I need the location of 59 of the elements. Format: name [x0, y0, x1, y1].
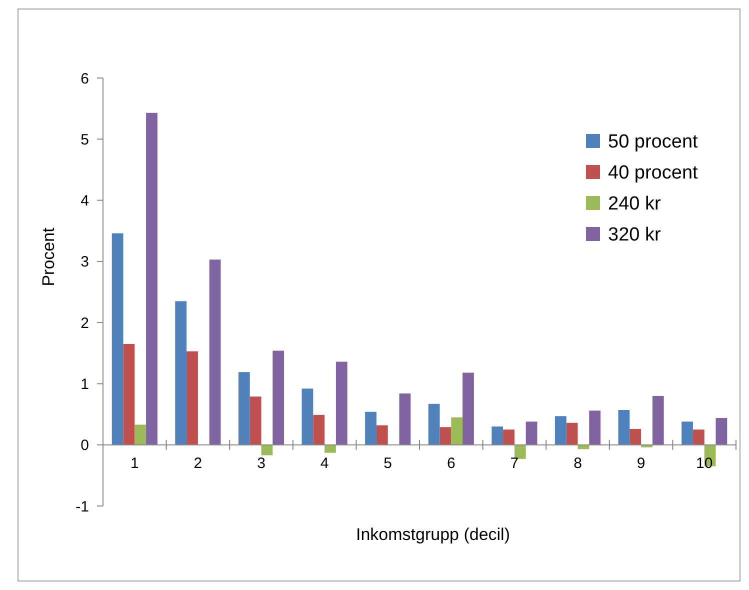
bar — [462, 372, 474, 445]
bar — [146, 112, 158, 445]
bar — [618, 410, 630, 445]
bar — [492, 426, 504, 445]
y-tick-label: 2 — [80, 314, 89, 332]
bar — [324, 444, 336, 453]
bar — [261, 444, 273, 456]
y-tick-label: 0 — [80, 437, 89, 454]
bar — [209, 260, 221, 445]
bar — [250, 396, 262, 445]
x-tick-label: 9 — [636, 455, 646, 472]
bar — [272, 350, 284, 445]
bar — [692, 430, 704, 445]
x-tick-label: 4 — [320, 455, 329, 472]
bar — [554, 416, 566, 445]
bar — [302, 388, 314, 445]
y-tick-label: 4 — [80, 192, 89, 210]
legend-label: 240 kr — [608, 194, 662, 215]
bar — [123, 344, 135, 445]
bar — [186, 351, 198, 445]
y-tick-label: 1 — [80, 376, 89, 393]
y-tick-label: 3 — [80, 254, 89, 271]
y-tick-label: 5 — [80, 131, 89, 148]
y-tick-label: -1 — [76, 498, 89, 516]
x-tick-label: 1 — [130, 455, 139, 472]
bar — [566, 422, 578, 445]
legend-label: 50 procent — [608, 132, 699, 153]
x-tick-label: 10 — [696, 455, 713, 472]
legend-label: 320 kr — [608, 224, 662, 246]
y-axis-title: Procent — [39, 227, 58, 286]
x-tick-label: 6 — [446, 455, 456, 472]
bar — [336, 362, 348, 445]
x-tick-label: 7 — [510, 455, 519, 472]
bar — [365, 412, 376, 445]
x-tick-label: 3 — [257, 455, 266, 472]
bar — [175, 301, 187, 445]
x-tick-label: 2 — [194, 455, 202, 472]
bar — [399, 393, 411, 445]
bar — [503, 430, 514, 445]
bar — [238, 372, 250, 445]
bar — [589, 410, 601, 445]
bar — [652, 396, 664, 445]
bar — [716, 418, 728, 445]
x-tick-label: 5 — [384, 455, 392, 472]
bar — [526, 422, 538, 445]
y-tick-label: 6 — [80, 70, 89, 88]
bar — [134, 424, 146, 445]
x-tick-label: 8 — [574, 455, 582, 472]
bar — [514, 444, 526, 459]
bar — [313, 414, 325, 445]
bar — [440, 427, 452, 445]
bar — [112, 233, 124, 445]
legend-label: 40 procent — [608, 162, 699, 184]
bar — [682, 422, 693, 445]
bar — [630, 428, 642, 445]
x-axis-title: Inkomstgrupp (decil) — [356, 524, 510, 544]
bar — [376, 425, 388, 445]
bar — [451, 417, 463, 445]
bar — [428, 404, 440, 445]
